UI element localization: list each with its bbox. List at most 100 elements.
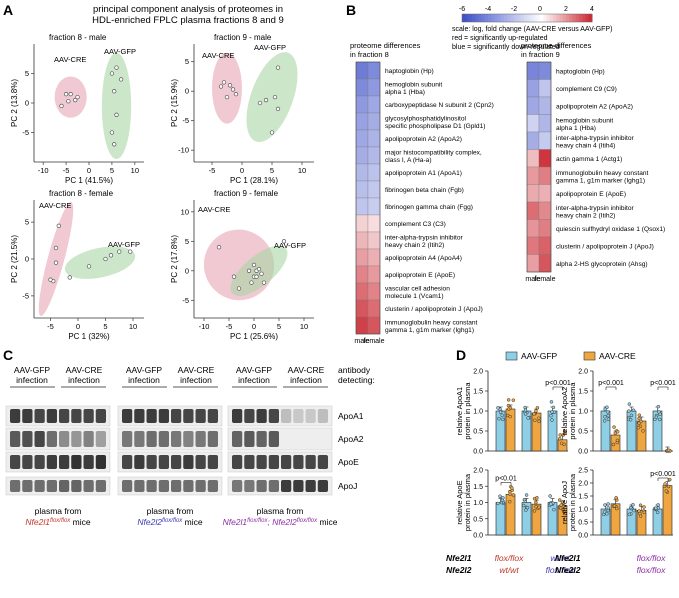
blot-band [122,455,133,469]
x-axis-label: PC 1 (25.6%) [230,332,278,341]
data-point [641,429,645,433]
blot-band [83,480,94,492]
scale-bar-segment [572,14,577,22]
blot-band [195,409,206,423]
heatmap-cell [367,146,381,165]
blot-band [171,431,182,447]
data-point [537,419,541,424]
blot-band [305,409,316,423]
data-point [606,506,611,510]
legend-label: AAV-CRE [599,351,636,361]
data-point [615,438,620,443]
data-point [508,414,512,419]
bar [495,410,506,452]
blot-band [158,455,169,469]
data-point [523,408,528,412]
data-point [557,436,562,441]
blot-band [71,455,82,469]
blot-band [171,409,182,423]
pca-group-label: AAV-GFP [274,241,306,250]
legend-label: AAV-GFP [521,351,558,361]
y-tick-label: 1.0 [473,500,483,507]
data-point [557,498,562,502]
heatmap-row-label: hemoglobin subunit [556,117,613,124]
data-point [636,425,641,430]
heatmap-row-label: haptoglobin (Hp) [556,68,605,75]
heatmap-cell [355,112,369,131]
scale-bar-segment [543,14,547,22]
genotype-suffix: mice [317,517,338,527]
bar-chart: 0.0 0.5 1.0 1.5 2.0 relative ApoE protein in p… [455,468,568,540]
data-point [631,503,635,507]
bar-chart: 0.0 0.5 1.0 1.5 2.0 relative ApoA2 protein in … [560,369,676,456]
data-point [627,402,632,406]
data-point [537,505,541,510]
scale-bar-segment [585,14,590,22]
x-tick-label: 10 [298,166,306,175]
blot-gfp-label: AAV-GFP [126,365,163,375]
blot-gfp-label: AAV-GFP [14,365,51,375]
heatmap-cell [538,254,552,273]
blot-band [83,431,94,447]
blot-band [232,409,243,423]
data-point [637,416,641,421]
blot-band [83,409,94,423]
scale-bar-segment [540,14,544,22]
blot-band [244,480,255,492]
data-point [534,500,538,505]
scale-bar-segment [488,14,492,22]
pca-point [108,253,114,258]
y-tick-label: 1.0 [578,409,588,416]
blot-band [183,480,194,492]
blot-band [34,455,45,469]
heatmap-row-label: actin gamma 1 (Actg1) [556,156,622,163]
data-point [627,512,632,517]
scale-tick-label: 4 [590,6,594,13]
blot-band [10,409,21,423]
blot-band [256,480,267,492]
blot-band [46,455,57,469]
heatmap-row-label: immunoglobulin heavy constant [385,320,478,327]
heatmap-cell [355,282,369,301]
y-tick-label: 2.0 [473,369,483,376]
scale-bar-segment [527,14,531,22]
heatmap-cell [526,219,540,238]
heatmap-border [526,61,552,273]
scale-bar-segment [556,14,560,22]
blot-cre-label: infection [68,375,100,385]
y-tick-label: 0 [185,87,189,96]
data-point [522,497,527,502]
y-tick-label: -5 [22,128,29,137]
heatmap-row-label: inter-alpha-trypsin inhibitor [556,135,634,142]
blot-band [34,480,45,492]
data-point [656,404,661,409]
data-point [532,412,536,416]
antibody-label: ApoA2 [338,434,364,444]
scale-bar-segment [494,14,499,22]
blot-band [207,480,218,492]
blot-band [244,431,255,447]
heatmap-cell [367,231,381,250]
heatmap-cell [367,61,381,80]
blot-band [59,409,70,423]
y-tick-label: 0.0 [473,533,483,540]
data-point [500,413,504,418]
heatmap-row-label: heavy chain 2 (Itih2) [556,212,615,219]
genotype-cell: flox/flox [546,565,576,575]
genotype-superscript: flox/flox [162,518,183,524]
blot-band [95,455,106,469]
x-tick-label: -5 [47,322,54,331]
data-point [603,407,607,412]
blot-band [293,409,304,423]
pca-point [128,249,133,254]
data-point [537,416,541,420]
y-axis-label: protein in plasma [568,382,577,440]
blot-band [293,455,304,469]
genotype-name: Nfe2l1 [25,517,50,527]
antibody-header: detecting: [338,375,375,385]
significance-label: p<0.001 [650,380,676,387]
pca-point [227,83,233,88]
genotype-name: Nfe2l2 [137,517,162,527]
y-axis-label: PC 2 (13.8%) [10,79,19,127]
